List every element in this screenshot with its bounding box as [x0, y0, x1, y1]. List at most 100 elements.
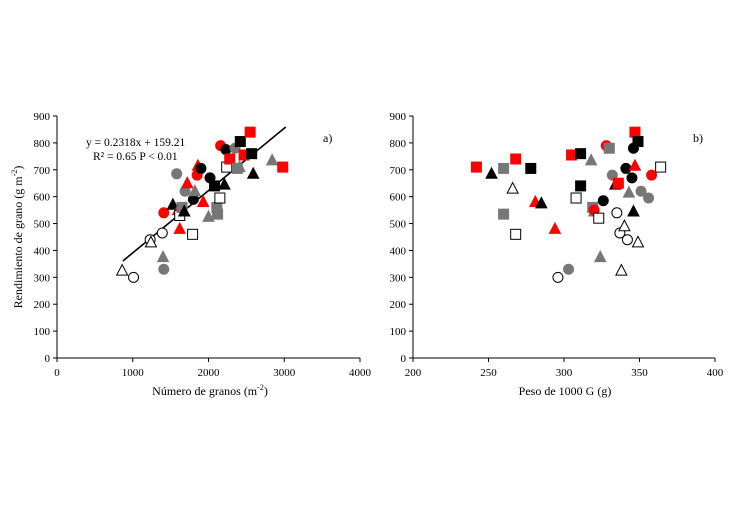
panel-a-point-circle [128, 271, 140, 283]
panel-b-y-tick-label: 900 [390, 111, 407, 123]
panel-b-point-circle [621, 234, 633, 246]
panel-b-point-triangle [584, 153, 598, 166]
panel-b-point-square [566, 149, 578, 161]
panel-b-y-tick-label: 100 [390, 326, 407, 338]
panel-b-point-square [575, 180, 587, 192]
panel-a-y-tick-label: 200 [34, 299, 51, 311]
panel-b-label: b) [693, 131, 703, 145]
panel-a-point-triangle [202, 209, 215, 222]
panel-b-point-triangle [615, 263, 628, 276]
panel-a-y-tick-label: 300 [34, 272, 51, 284]
panel-b-xlabel: Peso de 1000 G (g) [519, 384, 612, 398]
panel-b-x-tick-label: 400 [707, 367, 724, 379]
panel-b-y-tick-label: 500 [390, 219, 407, 231]
panel-b-point-circle [635, 185, 647, 197]
panel-a-point-square [187, 228, 199, 240]
panel-b-point-circle [643, 192, 655, 204]
panel-a-point-triangle [166, 197, 180, 210]
panel-b-x-tick-label: 300 [556, 367, 573, 379]
panel-b-y-tick-label: 0 [401, 353, 407, 365]
panel-b-point-triangle [631, 235, 645, 248]
panel-a-y-tick-label: 400 [34, 245, 51, 257]
panel-b-point-circle [620, 162, 632, 174]
panel-b-point-triangle [506, 181, 519, 194]
panel-b-point-triangle [627, 204, 640, 217]
panel-a-point-square [209, 180, 221, 192]
panel-a-x-tick-label: 2000 [198, 367, 221, 379]
panel-b-point-square [632, 136, 644, 148]
panel-b-point-circle [611, 207, 623, 219]
panel-a-point-triangle [246, 166, 260, 179]
panel-b-point-square [510, 228, 522, 240]
panel-a-point-triangle [156, 250, 170, 263]
panel-a-y-tick-label: 600 [34, 192, 51, 204]
panel-b-point-square [498, 208, 510, 220]
panel-b-x-tick-label: 200 [405, 367, 422, 379]
panel-b-point-square [570, 192, 582, 204]
panel-a-y-tick-label: 700 [34, 165, 51, 177]
panel-a-point-triangle [233, 160, 246, 173]
panel-b-point-circle [552, 271, 564, 283]
panel-a-x-tick-label: 1000 [122, 367, 145, 379]
panel-a-point-triangle [173, 221, 187, 234]
panel-b-marks: 0 100 200 300 400 500 600 700 800 900 200 250 300 350… [390, 111, 724, 379]
panel-a-equation: y = 0.2318x + 159.21 [86, 137, 185, 149]
panel-b-point-square [575, 148, 587, 160]
panel-a-point-triangle [177, 204, 191, 217]
panel-b-point-triangle [622, 185, 636, 198]
panel-a-point-square [234, 136, 246, 148]
panel-a-x-tick-label: 3000 [273, 367, 296, 379]
panel-a-point-square [246, 148, 258, 160]
panel-b-point-circle [606, 169, 618, 181]
panel-a-chart: 0 100 200 300 400 500 600 700 800 900 0 1000 2000 300… [10, 111, 372, 398]
panel-b-point-square [655, 161, 667, 173]
panel-b-point-circle [597, 195, 609, 207]
panel-a-point-triangle [196, 194, 210, 208]
panel-a-point-triangle [115, 263, 129, 276]
panel-b-y-tick-label: 300 [390, 272, 407, 284]
panel-a-point-circle [220, 144, 232, 156]
panel-a-point-square [212, 208, 224, 220]
panel-a-marks: 0 100 200 300 400 500 600 700 800 900 0 1000 2000 300… [34, 111, 372, 379]
panel-a-point-triangle [265, 153, 279, 166]
panel-a-point-square [214, 192, 226, 204]
panel-b-point-triangle [548, 221, 562, 234]
panel-a-x-tick-label: 4000 [349, 367, 372, 379]
panel-a-y-tick-label: 100 [34, 326, 51, 338]
panel-a-x-tick-label: 0 [54, 367, 60, 379]
panel-b-point-square [470, 161, 482, 173]
panel-a-point-triangle [218, 177, 231, 190]
panel-b-point-triangle [593, 250, 607, 263]
panel-a-point-circle [158, 207, 170, 219]
panel-a-label: a) [323, 131, 332, 145]
panel-b-point-square [603, 142, 615, 154]
panel-b-point-square [612, 177, 624, 189]
panel-a-xlabel: Número de granos (m-2) [152, 383, 268, 398]
panel-b-y-tick-label: 400 [390, 245, 407, 257]
panel-a-point-square [244, 126, 256, 138]
panel-a-y-tick-label: 800 [34, 138, 51, 150]
panel-b-y-tick-label: 200 [390, 299, 407, 311]
panel-b-x-tick-label: 350 [631, 367, 648, 379]
panel-b-point-circle [646, 169, 658, 181]
panel-a-point-triangle [144, 235, 158, 248]
panel-b-x-tick-label: 250 [480, 367, 497, 379]
panel-b-y-tick-label: 600 [390, 192, 407, 204]
panel-b-point-square [629, 126, 641, 138]
panel-b-y-tick-label: 700 [390, 165, 407, 177]
panel-a-y-tick-label: 900 [34, 111, 51, 123]
panel-a-point-square [224, 153, 236, 165]
panel-b-point-square [593, 212, 605, 224]
panel-b-point-square [498, 162, 510, 174]
panel-b-chart: 0 100 200 300 400 500 600 700 800 900 200 250 300 350… [390, 111, 724, 398]
panel-b-point-triangle [535, 196, 548, 209]
panel-a-y-tick-label: 500 [34, 219, 51, 231]
panel-a-ylabel: Rendimiento de grano (g m-2) [10, 166, 25, 309]
panel-b-point-square [510, 153, 522, 165]
panel-a-point-circle [195, 162, 207, 174]
panel-b-y-tick-label: 800 [390, 138, 407, 150]
panel-b-point-circle [563, 263, 575, 275]
panel-a-r2: R² = 0.65 P < 0.01 [93, 151, 178, 163]
panel-a-point-square [277, 161, 289, 173]
panel-a-point-triangle [180, 176, 194, 189]
